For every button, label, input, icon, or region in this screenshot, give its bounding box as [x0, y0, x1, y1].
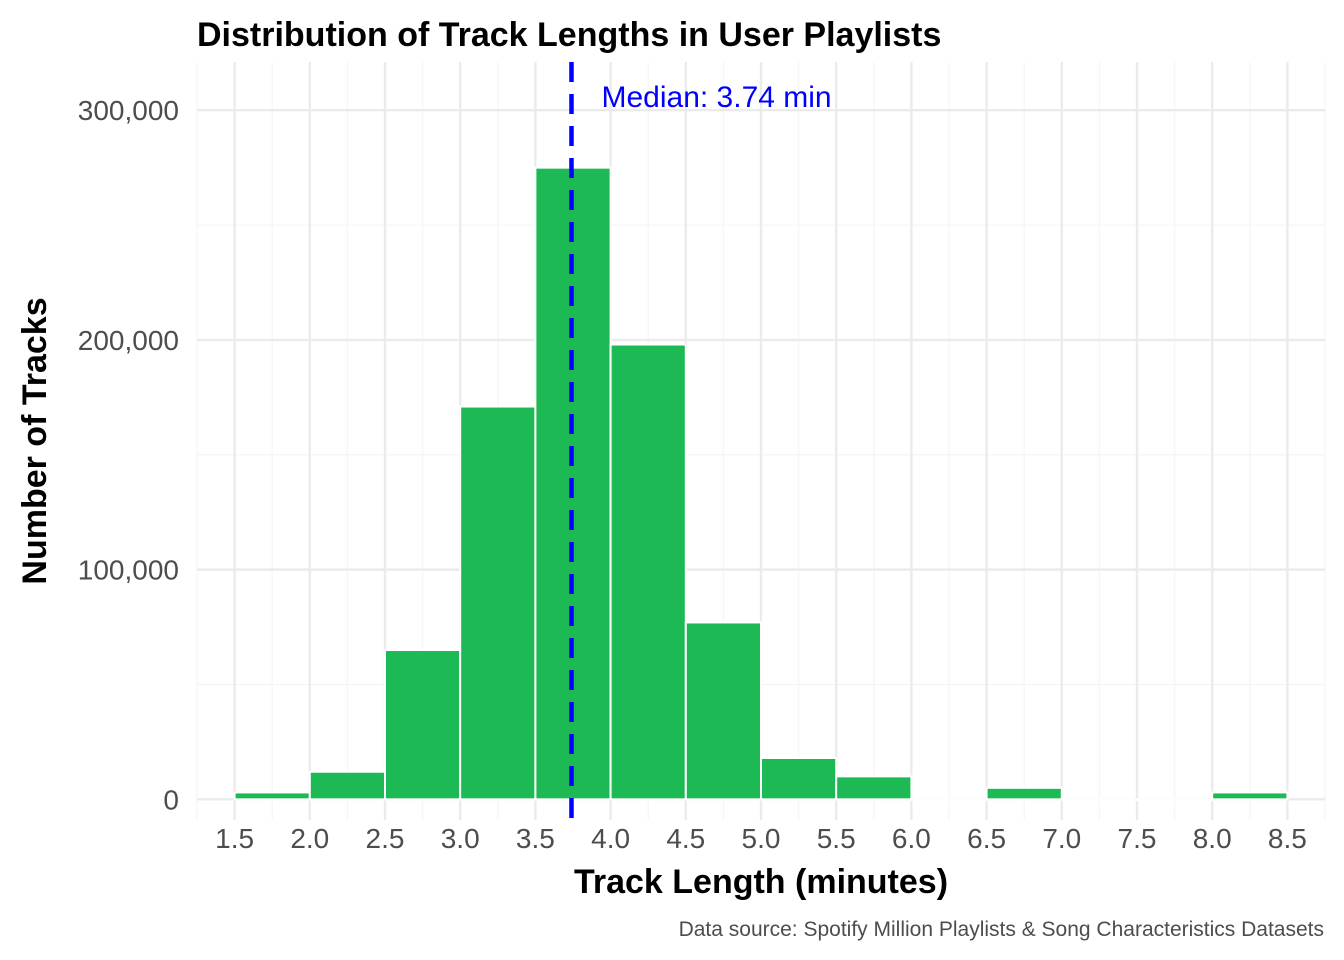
x-tick-label: 6.0: [892, 823, 931, 854]
median-label: Median: 3.74 min: [601, 81, 831, 114]
histogram-bar: [985, 786, 1063, 801]
chart-title: Distribution of Track Lengths in User Pl…: [197, 16, 941, 54]
x-tick-label: 5.5: [817, 823, 856, 854]
histogram-bar: [760, 756, 838, 801]
y-tick-label: 200,000: [78, 325, 179, 356]
x-tick-label: 1.5: [215, 823, 254, 854]
histogram-bar: [308, 770, 386, 801]
x-tick-label: 4.0: [591, 823, 630, 854]
x-axis-tick-labels: 1.5 2.0 2.5 3.0 3.5 4.0 4.5 5.0 5.5 6.0 6.5 7.0 7.5 8…: [215, 823, 1307, 854]
y-tick-label: 100,000: [78, 555, 179, 586]
x-tick-label: 3.5: [516, 823, 555, 854]
data-source-caption: Data source: Spotify Million Playlists &…: [679, 918, 1324, 941]
x-tick-label: 4.5: [666, 823, 705, 854]
histogram-bar: [384, 649, 462, 801]
y-axis-tick-labels: 0 100,000 200,000 300,000: [78, 95, 179, 815]
x-tick-label: 7.5: [1118, 823, 1157, 854]
x-tick-label: 5.0: [742, 823, 781, 854]
histogram-bar: [233, 791, 311, 801]
x-axis-title: Track Length (minutes): [574, 863, 948, 901]
x-tick-label: 2.0: [290, 823, 329, 854]
x-tick-label: 3.0: [441, 823, 480, 854]
histogram-bar: [1136, 798, 1214, 801]
histogram-bar: [1060, 798, 1139, 801]
y-tick-label: 300,000: [78, 95, 179, 126]
median-marker: Median: 3.74 min: [569, 62, 832, 820]
histogram-bar: [835, 775, 913, 801]
histogram-bar: [459, 405, 537, 801]
y-tick-label: 0: [163, 784, 179, 815]
histogram-bar: [609, 343, 687, 801]
x-tick-label: 8.0: [1193, 823, 1232, 854]
histogram-bar: [1211, 791, 1289, 801]
histogram-bar: [684, 621, 762, 801]
histogram-bar: [910, 798, 988, 801]
x-tick-label: 8.5: [1268, 823, 1307, 854]
x-tick-label: 7.0: [1042, 823, 1081, 854]
x-tick-label: 6.5: [967, 823, 1006, 854]
y-axis-title: Number of Tracks: [16, 297, 54, 584]
histogram-bars: [233, 166, 1289, 801]
x-tick-label: 2.5: [366, 823, 405, 854]
